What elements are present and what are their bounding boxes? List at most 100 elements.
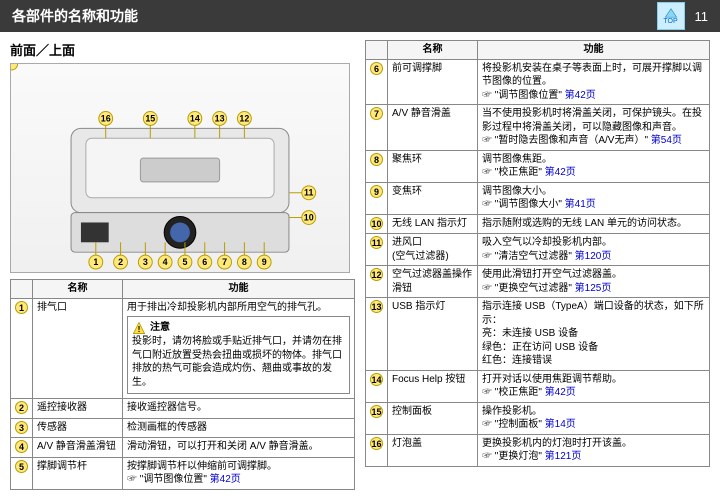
table-row: 6前可调撑脚将投影机安装在桌子等表面上时，可展开撑脚以调节图像的位置。"调节图像… — [366, 59, 710, 105]
row-number: 10 — [366, 214, 388, 234]
svg-text:1: 1 — [93, 257, 98, 267]
table-row: 9变焦环调节图像大小。"调节图像大小" 第41页 — [366, 182, 710, 214]
func-text: 操作投影机。 — [482, 405, 705, 419]
func-text: 指示随附或选购的无线 LAN 单元的访问状态。 — [482, 217, 705, 231]
reference-link[interactable]: "更换灯泡" 第121页 — [482, 450, 705, 464]
part-name: USB 指示灯 — [388, 298, 478, 371]
projector-diagram: 1 2 3 4 5 6 7 8 9 10 11 12 13 14 15 16 — [10, 63, 350, 273]
svg-text:8: 8 — [242, 257, 247, 267]
reference-link[interactable]: "调节图像大小" 第41页 — [482, 198, 705, 212]
table-row: 3传感器检测画框的传感器 — [11, 418, 355, 438]
func-text: 调节图像大小。 — [482, 185, 705, 199]
func-text: 接收遥控器信号。 — [127, 401, 350, 415]
reference-link[interactable]: "更换空气过滤器" 第125页 — [482, 282, 705, 296]
svg-text:10: 10 — [304, 212, 314, 222]
reference-link[interactable]: "校正焦距" 第42页 — [482, 166, 705, 180]
table-row: 16灯泡盖更换投影机内的灯泡时打开该盖。"更换灯泡" 第121页 — [366, 434, 710, 466]
left-column: 前面／上面 1 2 3 4 5 6 — [10, 40, 355, 490]
row-number: 11 — [366, 234, 388, 266]
row-number: 6 — [366, 59, 388, 105]
row-number: 16 — [366, 434, 388, 466]
table-row: 14Focus Help 按钮打开对话以使用焦距调节帮助。"校正焦距" 第42页 — [366, 370, 710, 402]
reference-link[interactable]: "调节图像位置" 第42页 — [482, 89, 705, 103]
reference-link[interactable]: "校正焦距" 第42页 — [482, 386, 705, 400]
row-number: 9 — [366, 182, 388, 214]
func-text: 吸入空气以冷却投影机内部。 — [482, 236, 705, 250]
func-text: 将投影机安装在桌子等表面上时，可展开撑脚以调节图像的位置。 — [482, 62, 705, 89]
svg-text:11: 11 — [304, 188, 313, 198]
part-name: 空气过滤器盖操作滑钮 — [388, 266, 478, 298]
page-number: 11 — [695, 9, 709, 24]
func-text: 指示连接 USB（TypeA）端口设备的状态，如下所示：亮：未连接 USB 设备… — [482, 300, 705, 368]
top-icon[interactable]: TOP — [657, 2, 685, 30]
part-name: 前可调撑脚 — [388, 59, 478, 105]
func-text: 打开对话以使用焦距调节帮助。 — [482, 373, 705, 387]
func-text: 滑动滑钮，可以打开和关闭 A/V 静音滑盖。 — [127, 440, 350, 454]
svg-text:4: 4 — [163, 257, 168, 267]
table-row: 4A/V 静音滑盖滑钮滑动滑钮，可以打开和关闭 A/V 静音滑盖。 — [11, 438, 355, 458]
row-number: 14 — [366, 370, 388, 402]
row-number: 4 — [11, 438, 33, 458]
svg-text:12: 12 — [239, 113, 249, 123]
func-text: 调节图像焦距。 — [482, 153, 705, 167]
part-name: A/V 静音滑盖 — [388, 105, 478, 151]
table-row: 5撑脚调节杆按撑脚调节杆以伸缩前可调撑脚。"调节图像位置" 第42页 — [11, 457, 355, 489]
svg-text:13: 13 — [215, 113, 225, 123]
part-name: 排气口 — [33, 298, 123, 399]
reference-link[interactable]: "清洁空气过滤器" 第120页 — [482, 250, 705, 264]
func-text: 检测画框的传感器 — [127, 421, 350, 435]
reference-link[interactable]: "暂时隐去图像和声音（A/V无声）" 第54页 — [482, 134, 705, 148]
svg-text:16: 16 — [101, 113, 111, 123]
row-number: 1 — [11, 298, 33, 399]
func-text: 用于排出冷却投影机内部所用空气的排气孔。 — [127, 301, 350, 315]
svg-text:3: 3 — [143, 257, 148, 267]
svg-text:7: 7 — [222, 257, 227, 267]
svg-text:5: 5 — [182, 257, 187, 267]
row-number: 3 — [11, 418, 33, 438]
row-number: 2 — [11, 399, 33, 419]
row-number: 15 — [366, 402, 388, 434]
table-row: 10无线 LAN 指示灯指示随附或选购的无线 LAN 单元的访问状态。 — [366, 214, 710, 234]
row-number: 5 — [11, 457, 33, 489]
svg-text:14: 14 — [190, 113, 200, 123]
svg-text:15: 15 — [145, 113, 155, 123]
svg-text:9: 9 — [262, 257, 267, 267]
row-number: 13 — [366, 298, 388, 371]
page-header: 各部件的名称和功能 TOP 11 — [0, 0, 720, 32]
row-number: 7 — [366, 105, 388, 151]
header-right: TOP 11 — [657, 2, 709, 30]
part-name: 无线 LAN 指示灯 — [388, 214, 478, 234]
table-row: 8聚焦环调节图像焦距。"校正焦距" 第42页 — [366, 150, 710, 182]
part-name: 控制面板 — [388, 402, 478, 434]
table-row: 11进风口(空气过滤器) 吸入空气以冷却投影机内部。"清洁空气过滤器" 第120页 — [366, 234, 710, 266]
func-text: 更换投影机内的灯泡时打开该盖。 — [482, 437, 705, 451]
table-row: 12空气过滤器盖操作滑钮使用此滑钮打开空气过滤器盖。"更换空气过滤器" 第125… — [366, 266, 710, 298]
part-name: A/V 静音滑盖滑钮 — [33, 438, 123, 458]
caution-header: !注意 — [132, 321, 345, 335]
part-name: 聚焦环 — [388, 150, 478, 182]
right-column: 名称 功能 6前可调撑脚将投影机安装在桌子等表面上时，可展开撑脚以调节图像的位置… — [365, 40, 710, 490]
right-table: 名称 功能 6前可调撑脚将投影机安装在桌子等表面上时，可展开撑脚以调节图像的位置… — [365, 40, 710, 467]
row-number: 12 — [366, 266, 388, 298]
func-text: 按撑脚调节杆以伸缩前可调撑脚。 — [127, 460, 350, 474]
reference-link[interactable]: "控制面板" 第14页 — [482, 418, 705, 432]
part-name: 进风口(空气过滤器) — [388, 234, 478, 266]
row-number: 8 — [366, 150, 388, 182]
caution-box: !注意投影时，请勿将脸或手贴近排气口，并请勿在排气口附近放置受热会扭曲或损坏的物… — [127, 316, 350, 394]
svg-text:!: ! — [138, 324, 141, 334]
table-row: 1排气口用于排出冷却投影机内部所用空气的排气孔。!注意投影时，请勿将脸或手贴近排… — [11, 298, 355, 399]
part-name: 传感器 — [33, 418, 123, 438]
part-name: 遥控接收器 — [33, 399, 123, 419]
header-title: 各部件的名称和功能 — [12, 6, 138, 26]
svg-text:6: 6 — [202, 257, 207, 267]
part-name: 灯泡盖 — [388, 434, 478, 466]
part-name: Focus Help 按钮 — [388, 370, 478, 402]
part-name: 变焦环 — [388, 182, 478, 214]
func-text: 当不使用投影机时将滑盖关闭，可保护镜头。在投影过程中将滑盖关闭，可以隐藏图像和声… — [482, 107, 705, 134]
table-row: 13USB 指示灯指示连接 USB（TypeA）端口设备的状态，如下所示：亮：未… — [366, 298, 710, 371]
svg-text:2: 2 — [118, 257, 123, 267]
part-name: 撑脚调节杆 — [33, 457, 123, 489]
caution-text: 投影时，请勿将脸或手贴近排气口，并请勿在排气口附近放置受热会扭曲或损坏的物体。排… — [132, 335, 345, 389]
func-text: 使用此滑钮打开空气过滤器盖。 — [482, 268, 705, 282]
reference-link[interactable]: "调节图像位置" 第42页 — [127, 473, 350, 487]
